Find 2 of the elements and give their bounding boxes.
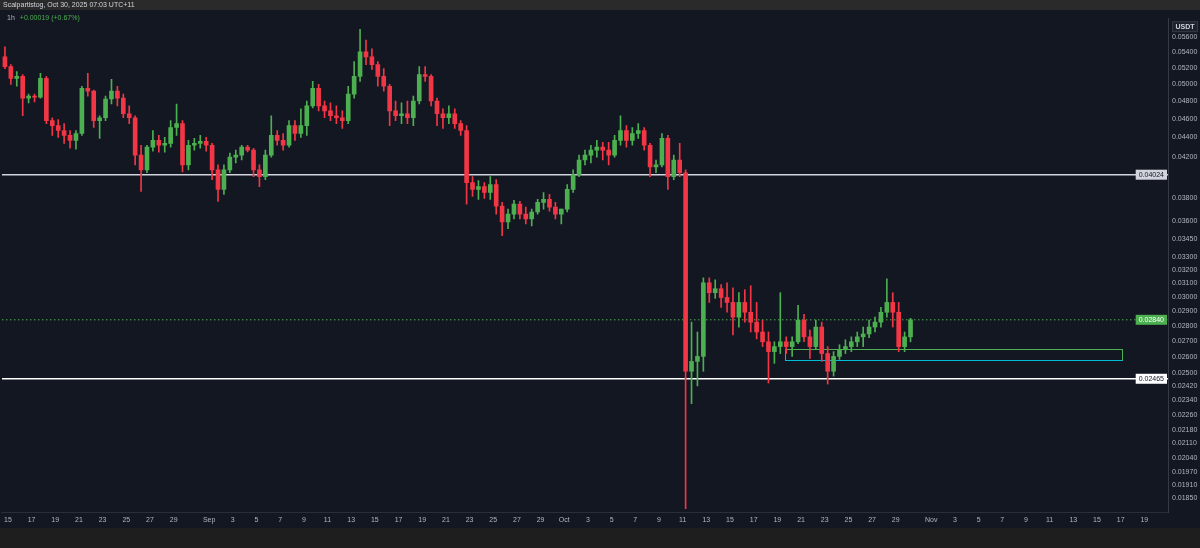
candlestick xyxy=(14,71,20,87)
candlestick xyxy=(724,282,730,313)
